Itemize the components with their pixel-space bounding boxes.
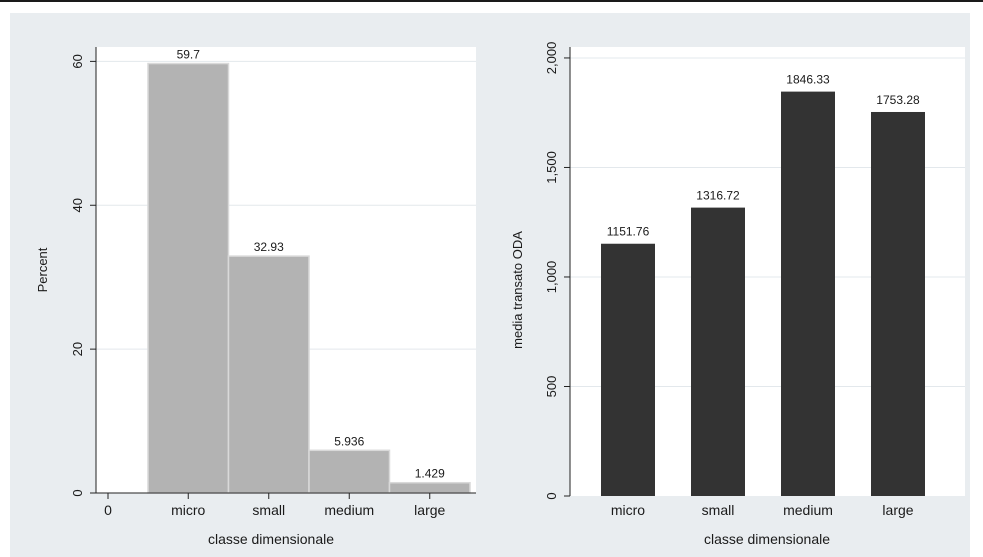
- right-x-tick-label-small: small: [702, 502, 735, 518]
- right-data-label-medium: 1846.33: [786, 73, 830, 87]
- left-y-tick-label: 20: [70, 342, 85, 356]
- right-x-axis-title: classe dimensionale: [704, 531, 830, 547]
- left-y-axis-title: Percent: [35, 247, 50, 292]
- left-x-tick-label: large: [414, 502, 445, 518]
- left-data-label-large: 1.429: [415, 467, 445, 481]
- left-bar-large: [388, 481, 471, 494]
- left-y-tick-label: 0: [70, 489, 85, 496]
- right-bar-medium: [781, 91, 835, 496]
- right-y-tick-label: 1,500: [544, 151, 559, 184]
- left-y-tick-label: 60: [70, 54, 85, 68]
- left-x-axis-title: classe dimensionale: [208, 531, 334, 547]
- right-data-label-small: 1316.72: [696, 189, 740, 203]
- left-data-label-micro: 59.7: [177, 48, 201, 62]
- right-bar-small: [691, 207, 745, 496]
- right-y-tick-label: 1,000: [544, 261, 559, 294]
- right-y-tick-label: 500: [544, 376, 559, 398]
- left-bar-micro: [147, 62, 230, 494]
- right-data-label-large: 1753.28: [876, 93, 920, 107]
- left-x-tick-label: 0: [104, 502, 112, 518]
- right-x-tick-label-large: large: [882, 502, 913, 518]
- right-bar-micro: [601, 243, 655, 496]
- left-x-tick-label: medium: [324, 502, 374, 518]
- left-x-tick-label: small: [252, 502, 285, 518]
- right-x-tick-label-micro: micro: [611, 502, 645, 518]
- left-bar-small: [227, 255, 310, 494]
- right-data-label-micro: 1151.76: [607, 225, 650, 239]
- right-y-tick-label: 2,000: [544, 42, 559, 75]
- mean-transacted-bar-chart: 1151.76 1316.72 1846.33 1753.28 0 500 1,000 1,…: [510, 42, 965, 547]
- right-bar-large: [871, 111, 925, 496]
- left-data-label-small: 32.93: [254, 240, 284, 254]
- percent-histogram: 59.7 32.93 5.936 1.429 0 20 40 60 0 micro small m…: [35, 47, 476, 547]
- right-y-axis-title: media transato ODA: [510, 231, 525, 349]
- left-data-label-medium: 5.936: [334, 434, 364, 448]
- left-y-tick-label: 40: [70, 198, 85, 212]
- right-x-tick-label-medium: medium: [783, 502, 833, 518]
- left-bar-medium: [308, 449, 391, 494]
- top-rule: [0, 0, 983, 2]
- right-y-tick-label: 0: [544, 492, 559, 499]
- left-x-tick-label: micro: [171, 502, 205, 518]
